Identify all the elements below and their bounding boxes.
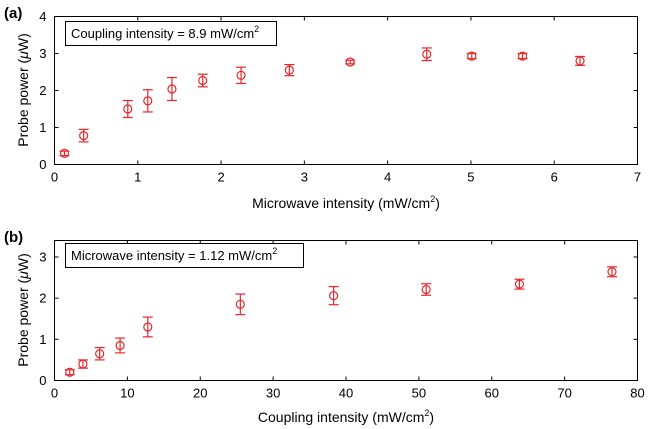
panel-a-y-tick-label: 4 [39, 9, 46, 24]
panel-a-data-point [345, 57, 355, 67]
panel-b-x-axis-label: Coupling intensity (mW/cm2) [258, 408, 434, 425]
panel-a-y-tick-label: 2 [39, 83, 46, 98]
panel-a-x-tick-label: 0 [51, 170, 58, 185]
panel-a-plot-frame [54, 16, 638, 165]
panel-b-error-bar [115, 337, 126, 354]
panel-b-data-point [78, 359, 88, 369]
panel-b-markers [65, 267, 617, 377]
panel-a-error-bar [236, 66, 247, 85]
panel-a-data-point [59, 148, 70, 158]
panel-b-error-bar [606, 266, 617, 278]
panel-b-data-point [514, 279, 525, 289]
panel-b-x-tick-label: 10 [120, 386, 134, 401]
panel-a-data-point [467, 51, 477, 61]
panel-b-data-point [235, 299, 245, 309]
panel-b-error-bars [64, 266, 617, 376]
panel-a-error-bars [59, 47, 586, 157]
panel-b-x-tick-label: 70 [557, 386, 571, 401]
panel-b-y-tick-label: 1 [39, 332, 46, 347]
panel-a-y-tick-label: 3 [39, 46, 46, 61]
panel-a-data-point [517, 51, 528, 61]
panel-a-x-axis-label: Microwave intensity (mW/cm2) [252, 194, 440, 211]
panel-b-error-bar [142, 316, 153, 338]
panel-a-y-tick-label: 1 [39, 120, 46, 135]
panel-b-x-tick-label: 20 [193, 386, 207, 401]
panel-a-data-point [79, 131, 89, 141]
panel-b-x-tick-label: 40 [339, 386, 353, 401]
panel-b-data-point [329, 291, 339, 301]
panel-a-data-point [236, 70, 246, 80]
panel-b-x-tick-label: 30 [266, 386, 280, 401]
panel-b-annotation-text: Microwave intensity = 1.12 mW/cm2 [71, 246, 277, 263]
panel-a-data-point [575, 56, 585, 66]
panel-a-data-point [167, 84, 177, 94]
panel-b-y-tick-label: 3 [39, 249, 46, 264]
panel-b-x-tick-label: 0 [51, 386, 58, 401]
panel-a-annotation: Coupling intensity = 8.9 mW/cm2 [65, 21, 277, 46]
panel-a-annotation-text: Coupling intensity = 8.9 mW/cm2 [71, 24, 259, 41]
panel-b-error-bar [514, 278, 525, 290]
panel-b-ticks: 0 10 20 30 40 50 60 70 80 0 1 2 3 [39, 240, 645, 401]
panel-b-x-tick-label: 80 [630, 386, 644, 401]
panel-a-x-tick-label: 5 [467, 170, 474, 185]
panel-b-annotation: Microwave intensity = 1.12 mW/cm2 [65, 243, 304, 268]
panel-b-x-tick-label: 60 [485, 386, 499, 401]
panel-a-error-bar [166, 76, 177, 102]
panel-a-error-bar [122, 99, 133, 119]
panel-b-data-point [421, 284, 431, 295]
panel-b-data-point [143, 322, 153, 332]
panel-a-label: (a) [4, 5, 22, 22]
panel-a-y-axis-label: Probe power (μW) [15, 33, 31, 147]
panel-a-x-tick-label: 7 [634, 170, 641, 185]
panel-b-plot-frame [54, 240, 638, 381]
panel-b-label: (b) [4, 229, 23, 246]
panel-a-data-point [422, 49, 432, 59]
panel-b-data-point [65, 367, 75, 377]
panel-a-data-point [143, 96, 153, 106]
panel-a: (a) 0 1 2 3 4 5 6 7 0 1 2 3 4 Coupling intensity = 8… [4, 5, 641, 211]
panel-a-data-point [284, 65, 294, 75]
panel-a-x-tick-label: 4 [384, 170, 391, 185]
panel-a-data-point [123, 104, 133, 114]
panel-a-y-tick-label: 0 [39, 157, 46, 172]
panel-b: (b) 0 10 20 30 40 50 60 70 80 0 1 2 3 Microwave inte… [4, 229, 645, 425]
panel-b-y-tick-label: 0 [39, 373, 46, 388]
panel-a-x-tick-label: 1 [134, 170, 141, 185]
panel-b-y-axis-label: Probe power (μW) [15, 253, 31, 367]
panel-b-x-tick-label: 50 [412, 386, 426, 401]
panel-b-data-point [115, 340, 125, 351]
panel-a-annotation-box [65, 21, 277, 46]
panel-a-x-tick-label: 3 [301, 170, 308, 185]
panel-b-annotation-box [65, 243, 304, 268]
panel-b-error-bar [328, 286, 339, 306]
panel-a-x-tick-label: 2 [217, 170, 224, 185]
panel-b-error-bar [235, 293, 246, 316]
panel-b-data-point [607, 267, 617, 277]
panel-b-y-tick-label: 2 [39, 291, 46, 306]
panel-a-markers [59, 49, 585, 158]
panel-a-x-tick-label: 6 [551, 170, 558, 185]
panel-b-data-point [95, 349, 105, 359]
panel-a-error-bar [142, 89, 153, 113]
panel-a-ticks: 0 1 2 3 4 5 6 7 0 1 2 3 4 [39, 9, 641, 185]
panel-a-data-point [198, 75, 208, 86]
